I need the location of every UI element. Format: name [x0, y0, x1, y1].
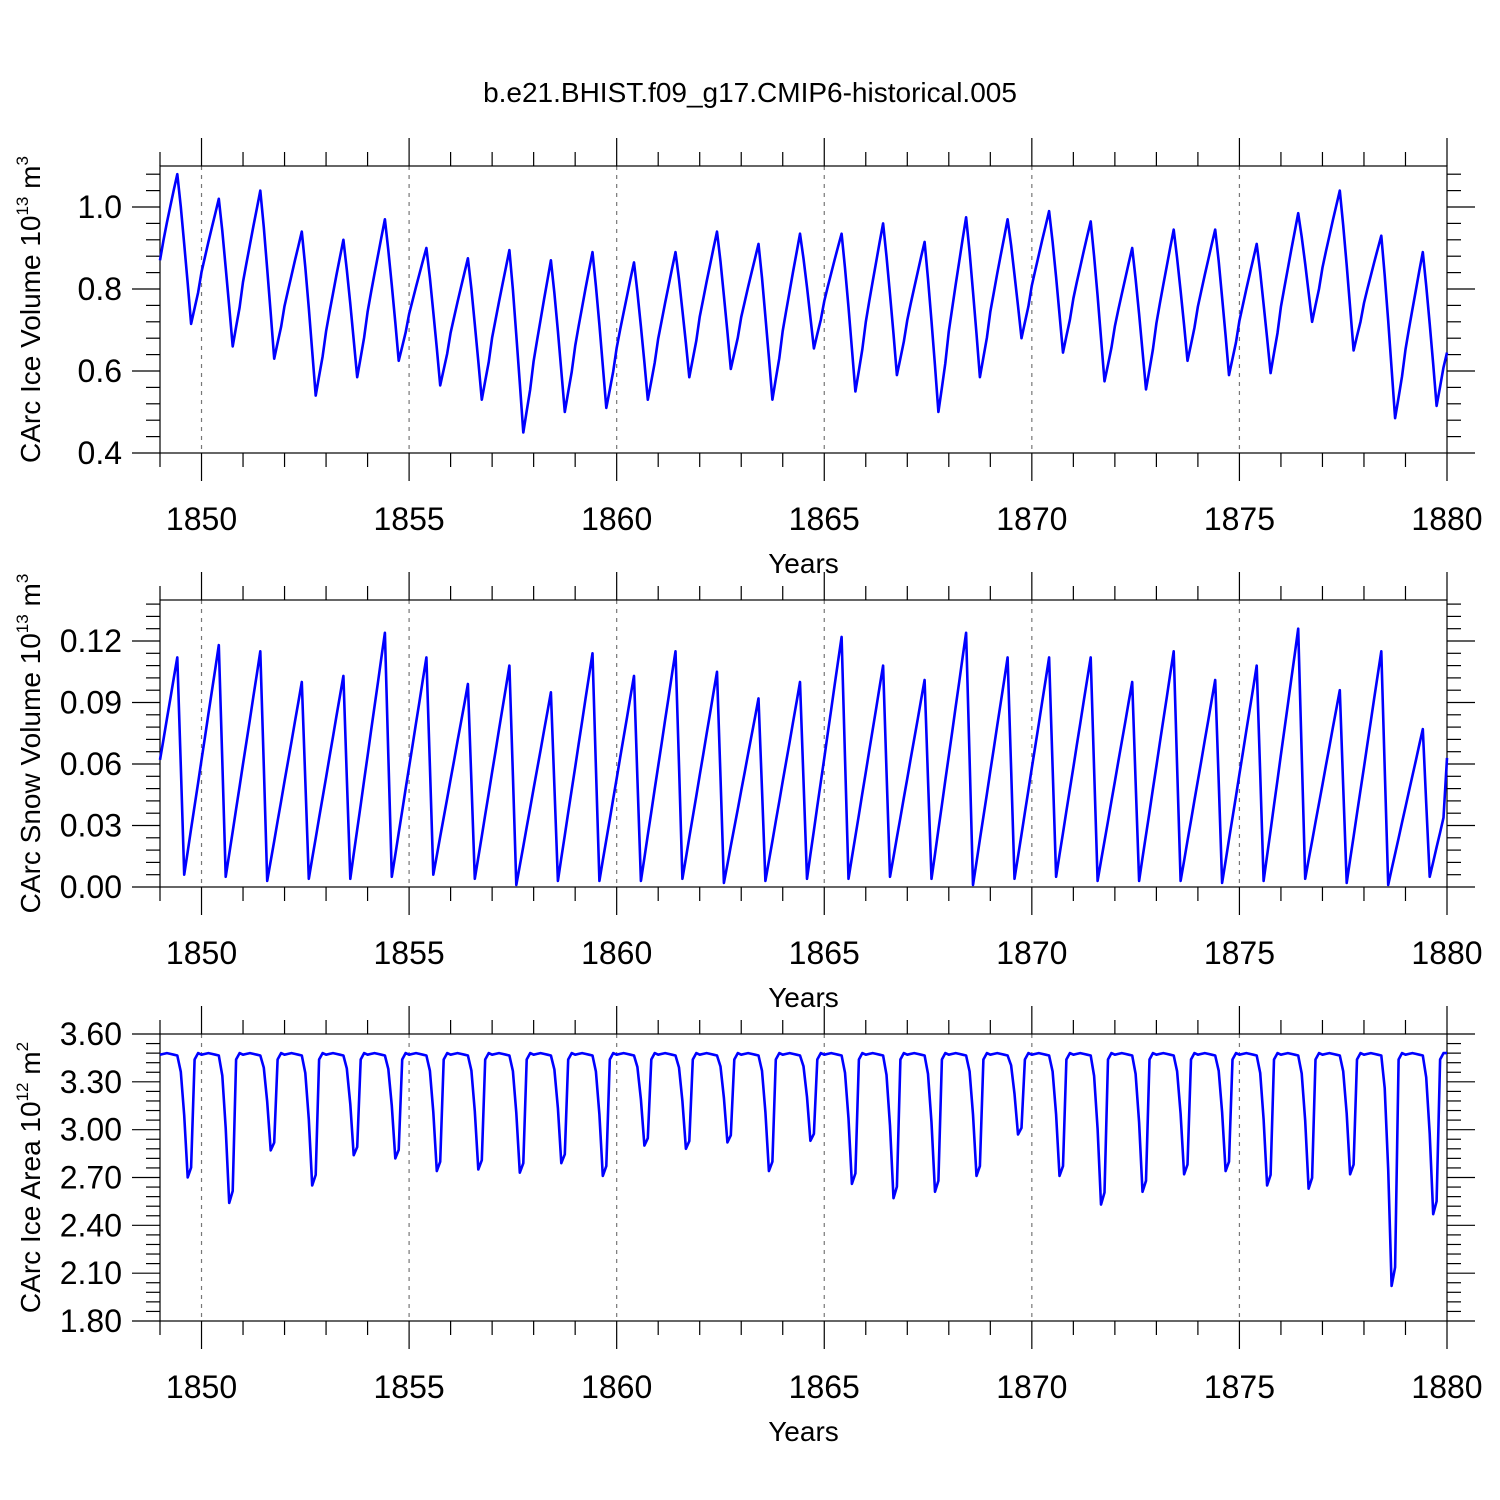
y-tick-label: 0.00 — [60, 869, 122, 905]
x-tick-label: 1880 — [1411, 501, 1482, 537]
y-tick-label: 0.8 — [78, 271, 122, 307]
y-axis-label: CArc Ice Area 1012 m2 — [13, 1042, 46, 1313]
y-tick-label: 0.09 — [60, 685, 122, 721]
x-tick-label: 1855 — [374, 1369, 445, 1405]
x-tick-label: 1870 — [996, 935, 1067, 971]
x-tick-label: 1855 — [374, 935, 445, 971]
y-tick-label: 1.80 — [60, 1303, 122, 1339]
x-tick-label: 1860 — [581, 935, 652, 971]
y-tick-label: 2.40 — [60, 1207, 122, 1243]
y-tick-label: 0.4 — [78, 435, 122, 471]
x-tick-label: 1860 — [581, 1369, 652, 1405]
y-tick-label: 3.30 — [60, 1064, 122, 1100]
series-line-carc-snow-volume — [158, 627, 1449, 887]
y-tick-label: 3.00 — [60, 1112, 122, 1148]
panel-ice-volume: 1850 1855 1860 1865 1870 1875 1880 0.4 0.6 0.8 1.0… — [13, 138, 1483, 579]
panel-snow-volume: 1850 1855 1860 1865 1870 1875 1880 0.00 0.03 0.06… — [13, 572, 1483, 1013]
y-tick-label: 1.0 — [78, 189, 122, 225]
x-axis-label: Years — [768, 982, 839, 1013]
x-tick-label: 1865 — [789, 501, 860, 537]
x-tick-label: 1850 — [166, 1369, 237, 1405]
figure-title: b.e21.BHIST.f09_g17.CMIP6-historical.005 — [483, 77, 1017, 108]
x-tick-label: 1875 — [1204, 501, 1275, 537]
plot-frame — [159, 165, 1448, 454]
x-tick-label: 1865 — [789, 935, 860, 971]
y-tick-label: 0.6 — [78, 353, 122, 389]
y-axis-label: CArc Snow Volume 1013 m3 — [13, 574, 46, 914]
x-tick-label: 1860 — [581, 501, 652, 537]
plot-frame — [159, 599, 1448, 888]
y-tick-label: 0.12 — [60, 623, 122, 659]
x-tick-label: 1880 — [1411, 935, 1482, 971]
y-tick-label: 2.70 — [60, 1160, 122, 1196]
y-tick-label: 0.06 — [60, 746, 122, 782]
x-tick-label: 1850 — [166, 501, 237, 537]
y-tick-label: 2.10 — [60, 1255, 122, 1291]
x-axis-label: Years — [768, 1416, 839, 1447]
series-line-carc-ice-area — [159, 1051, 1447, 1288]
y-tick-label: 0.03 — [60, 808, 122, 844]
x-tick-label: 1870 — [996, 1369, 1067, 1405]
x-axis-label: Years — [768, 548, 839, 579]
x-tick-label: 1855 — [374, 501, 445, 537]
x-tick-label: 1850 — [166, 935, 237, 971]
x-tick-label: 1875 — [1204, 1369, 1275, 1405]
x-tick-label: 1865 — [789, 1369, 860, 1405]
y-tick-label: 3.60 — [60, 1016, 122, 1052]
x-tick-label: 1870 — [996, 501, 1067, 537]
x-tick-label: 1875 — [1204, 935, 1275, 971]
panel-ice-area: 1850 1855 1860 1865 1870 1875 1880 1.80 2.10 2.40… — [13, 1006, 1483, 1447]
x-tick-label: 1880 — [1411, 1369, 1482, 1405]
series-line-carc-ice-volume — [158, 172, 1449, 434]
y-axis-label: CArc Ice Volume 1013 m3 — [13, 156, 46, 463]
